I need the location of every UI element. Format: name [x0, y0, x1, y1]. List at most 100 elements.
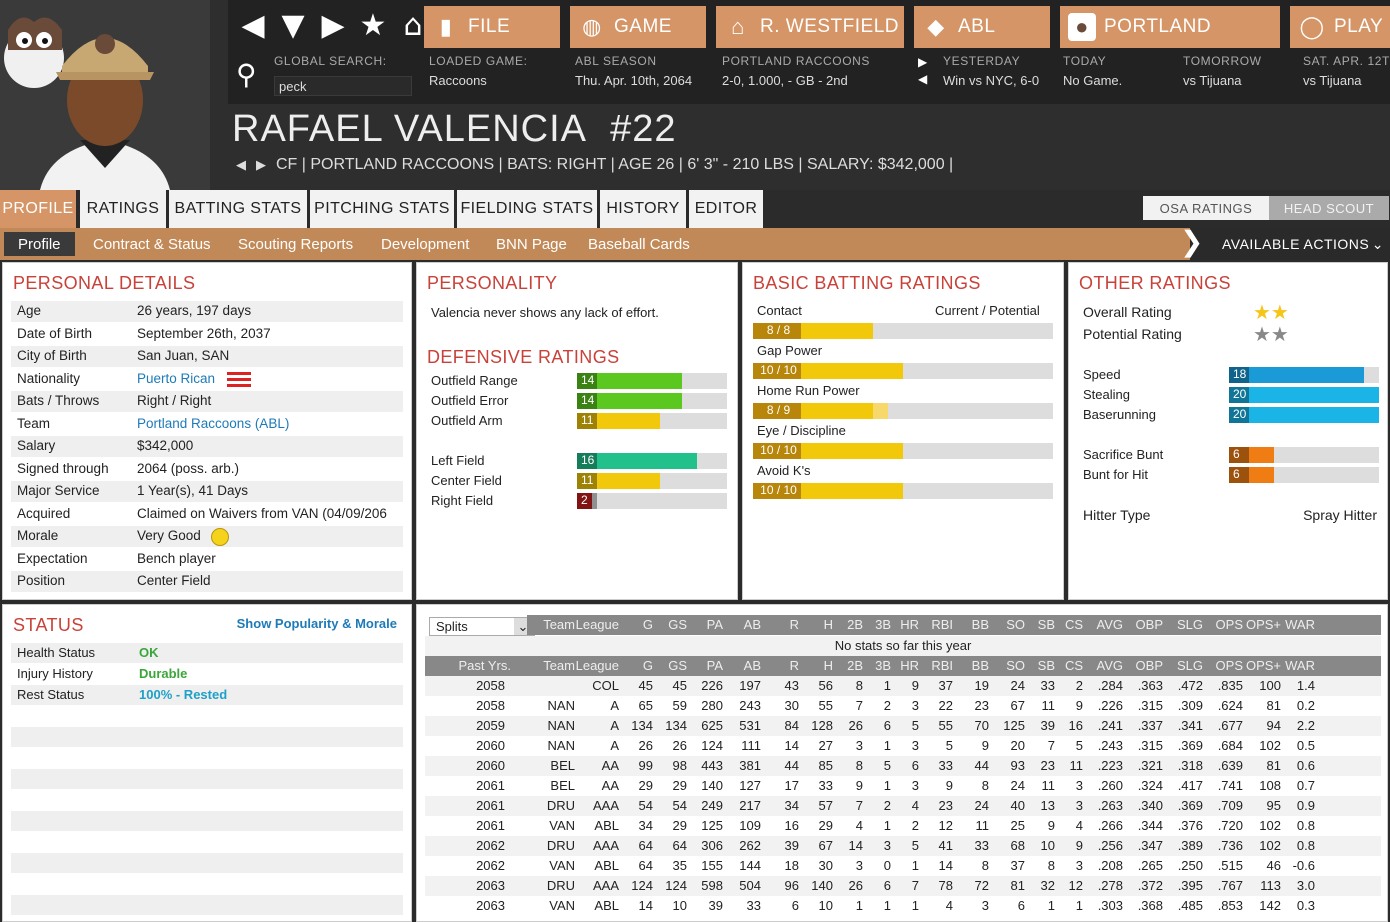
rating-badge — [577, 473, 597, 489]
subtab-profile[interactable]: Profile — [4, 232, 75, 256]
column-header[interactable]: HR — [900, 658, 919, 673]
column-header[interactable]: 3B — [875, 658, 891, 673]
game-button[interactable]: ◍ GAME — [570, 6, 706, 48]
file-button[interactable]: ▮ FILE — [424, 6, 560, 48]
defense-label: Outfield Error — [431, 393, 509, 408]
column-header[interactable]: AVG — [1096, 617, 1124, 632]
column-header[interactable]: 3B — [875, 617, 891, 632]
column-header[interactable]: AB — [743, 617, 761, 632]
smiley-icon — [211, 528, 229, 546]
column-header[interactable]: 2B — [847, 617, 863, 632]
column-header[interactable]: PA — [706, 658, 723, 673]
column-header[interactable]: GS — [668, 658, 687, 673]
column-header[interactable]: 2B — [847, 658, 863, 673]
rating-badge — [577, 393, 597, 409]
star-icon[interactable]: ★ — [359, 8, 387, 43]
stats-cell: 24 — [974, 798, 989, 813]
splits-dropdown[interactable]: Splits ⌄ — [429, 617, 535, 636]
subtab-development[interactable]: Development — [381, 235, 470, 253]
stats-cell: 102 — [1259, 838, 1281, 853]
tab-editor[interactable]: EDITOR — [689, 190, 763, 228]
column-header[interactable]: RBI — [931, 617, 953, 632]
subtab-bnn-page[interactable]: BNN Page — [496, 235, 567, 253]
stats-cell: 54 — [672, 798, 687, 813]
column-header[interactable]: H — [823, 617, 833, 632]
column-header[interactable]: Team — [543, 658, 575, 673]
column-header[interactable]: BB — [971, 658, 989, 673]
column-header[interactable]: OBP — [1135, 658, 1163, 673]
back-arrow-icon[interactable]: ◀ — [241, 8, 265, 43]
column-header[interactable]: OPS+ — [1245, 658, 1281, 673]
column-header[interactable]: AB — [743, 658, 761, 673]
show-popularity-morale-link[interactable]: Show Popularity & Morale — [236, 616, 397, 631]
column-header[interactable]: R — [789, 617, 799, 632]
tab-pitching-stats[interactable]: PITCHING STATS — [310, 190, 454, 228]
column-header[interactable]: OPS — [1215, 617, 1243, 632]
stats-cell: VAN — [549, 818, 575, 833]
tab-profile[interactable]: PROFILE — [0, 190, 76, 228]
column-header[interactable]: OBP — [1135, 617, 1163, 632]
subtab-scouting-reports[interactable]: Scouting Reports — [238, 235, 354, 253]
column-header[interactable]: CS — [1064, 617, 1083, 632]
next-player-icon[interactable]: ▶ — [256, 157, 266, 172]
column-header[interactable]: H — [823, 658, 833, 673]
other-rating-label: Bunt for Hit — [1083, 467, 1149, 482]
column-header[interactable]: G — [642, 617, 653, 632]
column-header[interactable]: SLG — [1176, 617, 1203, 632]
column-header[interactable]: WAR — [1285, 658, 1315, 673]
column-header[interactable]: OPS — [1215, 658, 1243, 673]
column-header[interactable]: SO — [1006, 658, 1025, 673]
column-header[interactable]: Team — [543, 617, 575, 632]
column-header[interactable]: PA — [706, 617, 723, 632]
column-header[interactable]: BB — [971, 617, 989, 632]
osa-ratings-button[interactable]: OSA RATINGS — [1143, 196, 1269, 220]
column-header[interactable]: WAR — [1285, 617, 1315, 632]
rating-bar-fill — [577, 393, 682, 409]
tab-batting-stats[interactable]: BATTING STATS — [169, 190, 307, 228]
day-nav-arrows-icon[interactable]: ▶ ◀ — [918, 55, 928, 86]
play-button[interactable]: ◯ PLAY — [1290, 6, 1390, 48]
tab-history[interactable]: HISTORY — [600, 190, 686, 228]
stats-cell: -0.6 — [1292, 858, 1315, 873]
stats-cell: .266 — [1097, 818, 1123, 833]
column-header[interactable]: HR — [900, 617, 919, 632]
tab-fielding-stats[interactable]: FIELDING STATS — [457, 190, 597, 228]
season-label: ABL SEASON — [575, 54, 657, 68]
home-icon[interactable]: ⌂ — [403, 8, 423, 43]
search-input[interactable] — [274, 76, 412, 96]
column-header[interactable]: SB — [1037, 617, 1055, 632]
column-header[interactable]: League — [575, 658, 619, 673]
stats-cell: 111 — [741, 738, 761, 753]
column-header[interactable]: OPS+ — [1245, 617, 1281, 632]
league-button[interactable]: ◆ ABL — [914, 6, 1050, 48]
tab-ratings[interactable]: RATINGS — [80, 190, 166, 228]
available-actions-button[interactable]: AVAILABLE ACTIONS ⌄ — [1190, 228, 1390, 260]
column-header[interactable]: AVG — [1096, 658, 1124, 673]
dropdown-arrow-icon[interactable]: ▼ — [281, 8, 305, 43]
column-header[interactable]: CS — [1064, 658, 1083, 673]
head-scout-button[interactable]: HEAD SCOUT — [1269, 196, 1389, 220]
manager-button[interactable]: ⌂ R. WESTFIELD — [716, 6, 904, 48]
detail-link[interactable]: Puerto Rican — [137, 370, 216, 386]
column-header[interactable]: RBI — [931, 658, 953, 673]
double-chevron-icon: ❯ — [1180, 225, 1204, 258]
team-button[interactable]: ● PORTLAND — [1060, 6, 1280, 48]
column-header[interactable]: R — [789, 658, 799, 673]
subtab-baseball-cards[interactable]: Baseball Cards — [588, 235, 690, 253]
column-header[interactable]: SLG — [1176, 658, 1203, 673]
column-header[interactable]: League — [575, 617, 619, 632]
forward-arrow-icon[interactable]: ▶ — [321, 8, 345, 43]
column-header[interactable]: SB — [1037, 658, 1055, 673]
status-label: Health Status — [17, 645, 96, 660]
column-header[interactable]: SO — [1006, 617, 1025, 632]
subtab-contract-status[interactable]: Contract & Status — [93, 235, 211, 253]
empty-row — [11, 727, 403, 747]
stats-cell: 14 — [938, 858, 953, 873]
column-header[interactable]: GS — [668, 617, 687, 632]
detail-link[interactable]: Portland Raccoons (ABL) — [137, 415, 290, 431]
column-header[interactable]: G — [642, 658, 653, 673]
stats-cell: 23 — [974, 698, 989, 713]
prev-player-icon[interactable]: ◀ — [236, 157, 246, 172]
stats-cell: BEL — [550, 778, 575, 793]
detail-value: September 26th, 2037 — [137, 325, 271, 341]
